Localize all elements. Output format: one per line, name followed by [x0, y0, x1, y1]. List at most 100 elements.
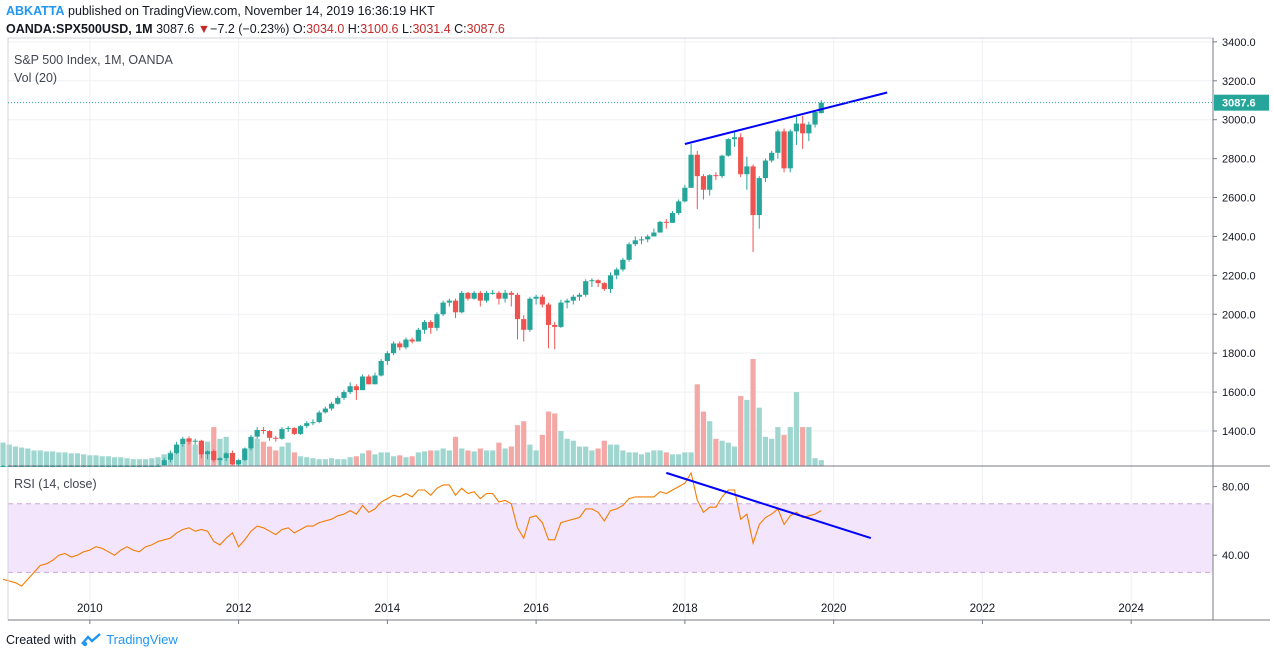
- candle-body: [725, 139, 731, 156]
- candle: [353, 384, 359, 400]
- candle: [626, 242, 632, 262]
- candle-body: [459, 292, 465, 313]
- candle: [409, 337, 415, 344]
- price-tick-label: 3000.0: [1222, 115, 1256, 127]
- volume-bar: [12, 446, 19, 466]
- candle: [793, 116, 800, 145]
- price-change: −7.2 (−0.23%): [210, 22, 290, 36]
- volume-bar: [322, 459, 328, 466]
- volume-bar: [756, 407, 762, 466]
- price-tick-label: 1400.0: [1222, 426, 1256, 438]
- rsi-pane: [2, 471, 1213, 587]
- candle-body: [570, 296, 576, 301]
- volume-bar: [508, 446, 514, 466]
- candle-body: [477, 292, 483, 301]
- candle: [638, 236, 645, 245]
- candle: [359, 374, 366, 391]
- time-tick-label: 2024: [1118, 603, 1144, 615]
- volume-bar: [440, 448, 446, 466]
- publication-text: published on TradingView.com, November 1…: [68, 4, 435, 18]
- candle-body: [415, 329, 421, 342]
- rsi-tick-label: 80.00: [1222, 482, 1250, 494]
- candle: [490, 289, 496, 295]
- volume-bar: [260, 441, 266, 466]
- price-tick-label: 2400.0: [1222, 231, 1256, 243]
- volume-bar: [390, 456, 397, 466]
- candle-body: [229, 452, 235, 465]
- volume-bar: [421, 451, 428, 466]
- candle: [229, 450, 235, 466]
- candle: [725, 138, 731, 157]
- volume-bar: [676, 454, 682, 466]
- candle: [707, 174, 713, 196]
- candle-body: [508, 292, 514, 295]
- candle: [260, 427, 266, 434]
- candle-body: [775, 131, 781, 153]
- author-link[interactable]: ABKATTA: [6, 4, 65, 18]
- candle-body: [800, 123, 806, 134]
- candlestick-series: [0, 100, 824, 467]
- candle: [440, 300, 446, 317]
- volume-bar: [533, 450, 539, 466]
- volume-bar: [669, 454, 676, 466]
- candle: [186, 436, 192, 445]
- candle-body: [366, 376, 372, 385]
- tradingview-brand[interactable]: TradingView: [106, 632, 178, 647]
- candle-body: [291, 428, 297, 434]
- volume-bar: [335, 459, 341, 466]
- candle: [744, 156, 750, 190]
- volume-bar: [353, 456, 359, 466]
- candle: [254, 427, 260, 439]
- volume-bar: [694, 384, 700, 466]
- volume-bar: [750, 359, 756, 466]
- volume-bar: [223, 436, 229, 466]
- candle: [762, 158, 769, 182]
- candle: [347, 382, 353, 395]
- volume-bar: [731, 446, 738, 466]
- volume-bar: [43, 451, 50, 466]
- volume-bar: [328, 458, 335, 466]
- candle-body: [440, 302, 446, 315]
- candle: [700, 174, 707, 200]
- candle-body: [428, 322, 434, 328]
- candle-body: [688, 154, 694, 188]
- time-tick-label: 2016: [523, 603, 549, 615]
- volume-bar: [87, 455, 93, 466]
- volume-bar: [713, 438, 719, 466]
- volume-bar: [818, 460, 824, 466]
- candle-body: [638, 239, 645, 241]
- candle: [335, 395, 341, 405]
- candle-body: [676, 201, 682, 214]
- rsi-trendline: [665, 471, 872, 540]
- volume-bar: [266, 446, 273, 466]
- price-tick-label: 2800.0: [1222, 154, 1256, 166]
- candle-body: [700, 176, 707, 190]
- candle: [682, 184, 688, 203]
- candle-body: [558, 302, 564, 327]
- candle-body: [211, 451, 217, 461]
- candle-body: [595, 280, 601, 284]
- volume-bar: [409, 456, 415, 466]
- volume-bar: [620, 450, 626, 466]
- candle: [539, 294, 545, 308]
- candle-body: [223, 453, 229, 459]
- candle-body: [738, 137, 744, 175]
- candle: [632, 236, 638, 247]
- candle-body: [254, 430, 260, 437]
- volume-bar: [186, 440, 192, 466]
- down-arrow-icon: ▼: [197, 22, 211, 36]
- volume-bar: [719, 440, 725, 466]
- volume-bar: [626, 452, 632, 466]
- candle: [465, 291, 471, 301]
- candle: [415, 327, 421, 342]
- volume-bar: [514, 425, 521, 466]
- close-label: C:: [454, 22, 467, 36]
- candle-body: [421, 322, 428, 330]
- candle: [787, 129, 793, 173]
- candle-body: [235, 460, 242, 465]
- volume-bar: [738, 395, 744, 466]
- candle: [161, 457, 167, 466]
- candle: [570, 294, 576, 305]
- candle: [657, 220, 663, 233]
